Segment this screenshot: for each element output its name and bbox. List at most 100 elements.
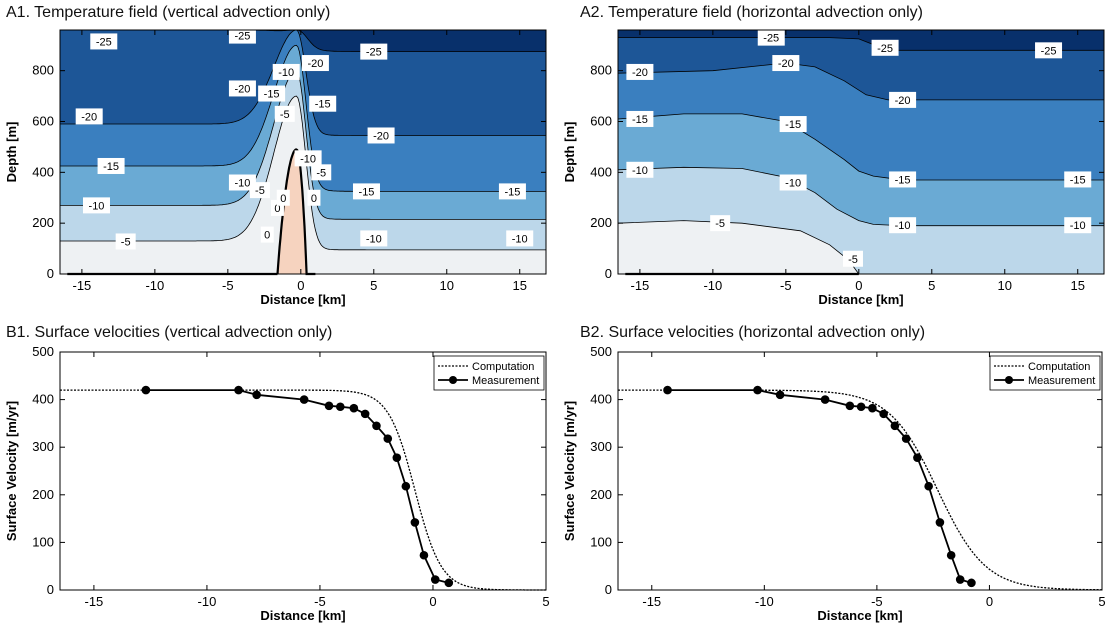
a1-contour-label-bg [301,55,329,72]
a1-contour-label: -10 [228,174,256,191]
b1-xtick-label: -15 [85,594,104,609]
a1-contour-label-text: -5 [121,236,131,248]
a1-contour-label-bg [90,33,118,50]
b2-legend-measurement-marker [1005,376,1013,384]
a2-contour-label: -15 [1064,171,1092,188]
a1-contour-label-bg [360,230,388,247]
a1-ytick-label: 0 [47,266,54,281]
a1-contour-label-text: -15 [315,99,331,111]
a1-xtick-label: 15 [512,278,526,293]
a1-plot-frame [59,29,547,275]
b2-xtick-label: -15 [642,594,661,609]
chart-a2-temperature-field: -25 -25 -25 -20 -20 -20 -15 -15 -15 -15 -10 -10 -10 -… [562,29,1105,307]
a1-ytick-label: 200 [32,215,54,230]
a1-contour-line [60,95,546,251]
b2-ytick-label: 500 [590,344,612,359]
a2-contour-label-bg [772,55,800,72]
b1-xtick-label: -5 [314,594,326,609]
b1-measurement-point [349,403,359,413]
b2-series-measurement-line [667,389,972,584]
a1-contour-label-bg [228,27,256,44]
b1-xtick-label: 0 [429,594,436,609]
a1-contour-label: -10 [82,197,110,214]
b2-measurement-point [967,578,976,588]
a2-contour-label-bg [779,174,807,191]
a2-contour-label-text: -10 [632,165,648,177]
b1-ytick-label: 300 [32,439,54,454]
a2-band [618,220,859,274]
a1-contour-label: -15 [258,85,286,102]
a1-contour-label-bg [97,157,125,174]
a1-contour-label-bg [260,226,274,243]
b2-measurement-point [955,575,965,584]
a1-contour-label-bg [307,189,321,206]
a1-contour-label: -20 [301,55,329,72]
b1-measurement-point [335,402,345,412]
a2-contour-label-bg [710,215,731,232]
a2-contour-label-bg [1064,217,1092,234]
b1-series-measurement-line [145,389,450,584]
a1-contour-label: -20 [228,80,256,97]
a1-contour-label-text: -10 [512,233,528,245]
b2-ylabel: Surface Velocity [m/yr] [562,401,577,541]
a2-ytick-label: 800 [590,63,612,78]
b2-ytick-label: 200 [590,487,612,502]
b2-ytick-label: 300 [590,439,612,454]
a2-contour-label-text: -15 [785,119,801,131]
b2-measurement-point [946,550,956,560]
a2-contour-label-bg [757,29,785,46]
a2-xtick-label: -15 [630,278,649,293]
a1-contour-label: -15 [352,183,380,200]
a1-contour-label: -5 [115,233,136,250]
b1-ytick-label: 200 [32,487,54,502]
a1-xtick-label: -10 [145,278,164,293]
a2-contour-label: -10 [1064,217,1092,234]
a1-contour-label-text: -10 [89,200,105,212]
b1-measurement-point [401,481,411,491]
a2-xtick-label: 10 [998,278,1012,293]
a1-contour-label-text: -10 [366,233,382,245]
a2-contour-label: -5 [710,215,731,232]
b1-xlabel: Distance [km] [260,608,345,623]
a1-contour-line [60,29,546,136]
a1-contour-label-bg [367,127,395,144]
b1-xtick-label: 5 [542,594,549,609]
a2-contour-label: -15 [626,110,654,127]
a2-ytick-label: 400 [590,164,612,179]
a1-contour-label: -5 [274,105,295,122]
a1-contour-label: -25 [90,33,118,50]
a1-contour-label-text: -15 [359,186,375,198]
a1-contour-label-bg [228,80,256,97]
a1-ytick-label: 800 [32,63,54,78]
a2-contour-label: -5 [842,250,863,267]
b1-measurement-point [234,385,243,395]
b2-legend-measurement-label: Measurement [1028,375,1095,387]
a1-xtick-label: 0 [297,278,304,293]
a2-contour-label: -20 [772,55,800,72]
a1-contour-label-text: -10 [300,153,316,165]
a1-contour-label: -15 [309,95,337,112]
b2-measurement-point [924,481,933,491]
b2-xtick-label: -10 [755,594,774,609]
a2-contour-label-bg [1035,42,1063,59]
a2-xtick-label: 5 [928,278,935,293]
a2-contour-label: -15 [889,171,917,188]
a2-contour-label: -20 [889,91,917,108]
b1-measurement-point [141,385,151,395]
a1-contour-label: -10 [506,230,534,247]
a2-contour-line [617,113,1104,181]
a2-contour-label-text: -10 [895,220,911,232]
b2-measurement-point [820,395,830,404]
a2-contour-label-bg [626,110,654,127]
a1-contour-label-text: -5 [280,109,290,121]
a1-contour-label: -10 [360,230,388,247]
b1-measurement-point [410,518,420,527]
b1-ytick-label: 400 [32,392,54,407]
a2-contour-label-text: -20 [632,67,648,79]
b2-plot-frame [617,351,1103,591]
a2-contour-label-text: -15 [895,174,911,186]
b1-xtick-label: -10 [198,594,217,609]
b1-legend: Computation Measurement [433,355,545,391]
b1-measurement-point [372,421,381,431]
